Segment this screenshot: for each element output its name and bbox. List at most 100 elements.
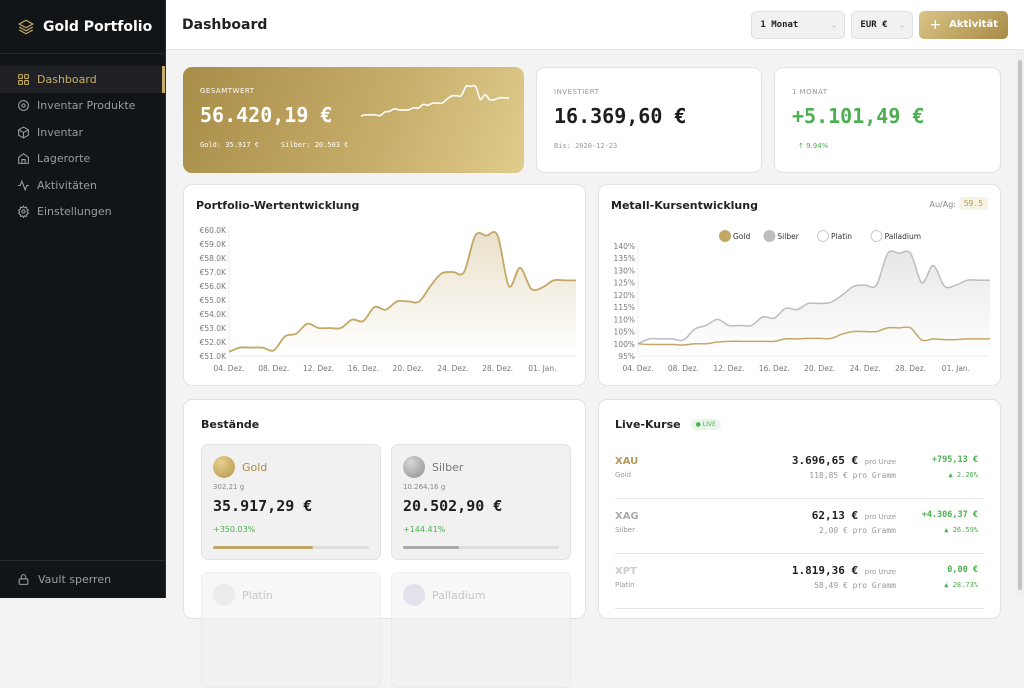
holding-name: Palladium: [432, 589, 486, 602]
sidebar-item-aktivitaeten[interactable]: Aktivitäten: [0, 172, 165, 199]
chart-title: Metall-Kursentwicklung: [611, 199, 758, 212]
holding-platinum[interactable]: Platin: [201, 572, 381, 688]
sidebar-item-label: Einstellungen: [37, 205, 112, 219]
holding-weight: 302,21 g: [213, 483, 245, 491]
x-tick-label: 12. Dez.: [303, 364, 334, 373]
silver-share: Silber: 20.503 €: [281, 141, 349, 149]
add-activity-label: Aktivität: [949, 19, 998, 30]
sidebar-item-inventar[interactable]: Inventar: [0, 119, 165, 146]
invested-card: INVESTIERT 16.369,60 € Bis: 2020-12-23: [536, 67, 762, 173]
y-tick-label: €57.0K: [200, 268, 227, 277]
x-tick-label: 28. Dez.: [895, 364, 926, 373]
x-tick-label: 28. Dez.: [482, 364, 513, 373]
holding-gold[interactable]: Gold 302,21 g 35.917,29 € +350.03%: [201, 444, 381, 560]
total-value-card: GESAMTWERT 56.420,19 € Gold: 35.917 € Si…: [183, 67, 524, 173]
target-icon: [18, 100, 29, 112]
holdings-title: Bestände: [201, 418, 260, 431]
palladium-coin-icon: [403, 584, 425, 606]
ratio-label: Au/Ag:: [929, 200, 956, 209]
holding-silver[interactable]: Silber 10.264,16 g 20.502,90 € +144.41%: [391, 444, 571, 560]
live-header: Live-Kurse ● LIVE: [615, 418, 721, 431]
chevron-down-icon: ⌄: [899, 20, 905, 29]
scrollbar[interactable]: [1016, 50, 1024, 598]
holdings-card: Bestände Gold 302,21 g 35.917,29 € +350.…: [183, 399, 586, 688]
x-tick-label: 20. Dez.: [393, 364, 424, 373]
holding-palladium[interactable]: Palladium: [391, 572, 571, 688]
y-tick-label: 120%: [614, 291, 635, 300]
rate-row-xag[interactable]: XAG Silber 62,13 € pro Unze 2,00 € pro G…: [615, 504, 984, 554]
x-tick-label: 04. Dez.: [622, 364, 653, 373]
holding-weight: 10.264,16 g: [403, 483, 446, 491]
month-label: 1 MONAT: [792, 88, 828, 96]
y-tick-label: €58.0K: [200, 254, 227, 263]
plus-icon: +: [929, 16, 942, 33]
series-line-value: [228, 231, 576, 353]
invested-value: 16.369,60 €: [554, 104, 687, 128]
y-tick-label: 115%: [614, 303, 635, 312]
total-label: GESAMTWERT: [200, 87, 255, 95]
legend-swatch: [817, 230, 829, 242]
legend-label: Gold: [733, 232, 750, 241]
holding-value: 35.917,29 €: [213, 497, 313, 515]
scrollbar-thumb[interactable]: [1018, 60, 1022, 590]
holding-change: +350.03%: [213, 525, 256, 534]
live-rates-card: Live-Kurse ● LIVE XAU Gold 3.696,65 € pr…: [598, 399, 1001, 619]
rate-metal: Platin: [615, 581, 635, 589]
y-tick-label: 135%: [614, 254, 635, 263]
holding-name: Platin: [242, 589, 273, 602]
sidebar-item-dashboard[interactable]: Dashboard: [0, 66, 165, 93]
lock-vault-button[interactable]: Vault sperren: [0, 560, 165, 598]
y-tick-label: €60.0K: [200, 226, 227, 235]
silver-coin-icon: [403, 456, 425, 478]
legend-swatch: [870, 230, 883, 242]
x-tick-label: 01. Jan.: [942, 364, 970, 373]
add-activity-button[interactable]: + Aktivität: [919, 10, 1008, 39]
sidebar-item-label: Lagerorte: [37, 152, 91, 166]
holding-name: Silber: [432, 461, 464, 474]
rate-row-xau[interactable]: XAU Gold 3.696,65 € pro Unze 118,85 € pr…: [615, 449, 984, 499]
rate-symbol: XAG: [615, 511, 639, 522]
x-tick-label: 24. Dez.: [437, 364, 468, 373]
series-line-value: [360, 84, 509, 117]
platinum-coin-icon: [213, 584, 235, 606]
rate-oz-unit: pro Unze: [864, 513, 896, 521]
x-tick-label: 12. Dez.: [713, 364, 744, 373]
rate-oz-unit: pro Unze: [864, 458, 896, 466]
live-title: Live-Kurse: [615, 418, 681, 431]
y-tick-label: €56.0K: [200, 282, 227, 291]
sidebar: Gold Portfolio Dashboard Inventar Produk…: [0, 0, 166, 598]
metal-chart-card: Metall-Kursentwicklung Au/Ag: 59.5 95% 10…: [598, 184, 1001, 386]
sidebar-item-einstellungen[interactable]: Einstellungen: [0, 199, 165, 226]
sidebar-item-lagerorte[interactable]: Lagerorte: [0, 146, 165, 173]
x-tick-label: 16. Dez.: [348, 364, 379, 373]
month-percent: ↑ 9.94%: [798, 142, 829, 150]
brand[interactable]: Gold Portfolio: [0, 0, 165, 54]
sidebar-item-inventar-produkte[interactable]: Inventar Produkte: [0, 93, 165, 120]
y-tick-label: €54.0K: [200, 310, 227, 319]
page-title: Dashboard: [182, 16, 268, 33]
header: Dashboard 1 Monat ⌄ EUR € ⌄ + Aktivität: [166, 0, 1024, 50]
period-select[interactable]: 1 Monat ⌄: [751, 10, 846, 39]
rate-change: +4.306,37 €: [921, 510, 978, 520]
currency-select[interactable]: EUR € ⌄: [851, 10, 914, 39]
rate-per-gram: 58,49 € pro Gramm: [814, 581, 896, 590]
y-tick-label: 105%: [614, 328, 635, 337]
series-line-gold: [637, 326, 990, 346]
live-dot-icon: ●: [695, 421, 701, 428]
legend-label: Silber: [777, 232, 799, 241]
holding-name: Gold: [242, 461, 268, 474]
holding-share-bar: [403, 546, 559, 549]
legend-swatch: [719, 230, 731, 242]
y-tick-label: 110%: [614, 315, 635, 324]
y-tick-label: 125%: [614, 279, 635, 288]
month-change-card: 1 MONAT +5.101,49 € ↑ 9.94%: [774, 67, 1001, 173]
chevron-down-icon: ⌄: [831, 20, 837, 29]
rate-change-percent: ▲ 28.73%: [944, 581, 978, 589]
rate-per-gram: 118,85 € pro Gramm: [809, 471, 896, 480]
invested-date: Bis: 2020-12-23: [554, 142, 618, 150]
rate-row-xpt[interactable]: XPT Platin 1.819,36 € pro Unze 58,49 € p…: [615, 559, 984, 609]
gold-coin-icon: [213, 456, 235, 478]
holding-change: +144.41%: [403, 525, 446, 534]
activity-icon: [18, 179, 29, 192]
grid-icon: [18, 73, 29, 85]
